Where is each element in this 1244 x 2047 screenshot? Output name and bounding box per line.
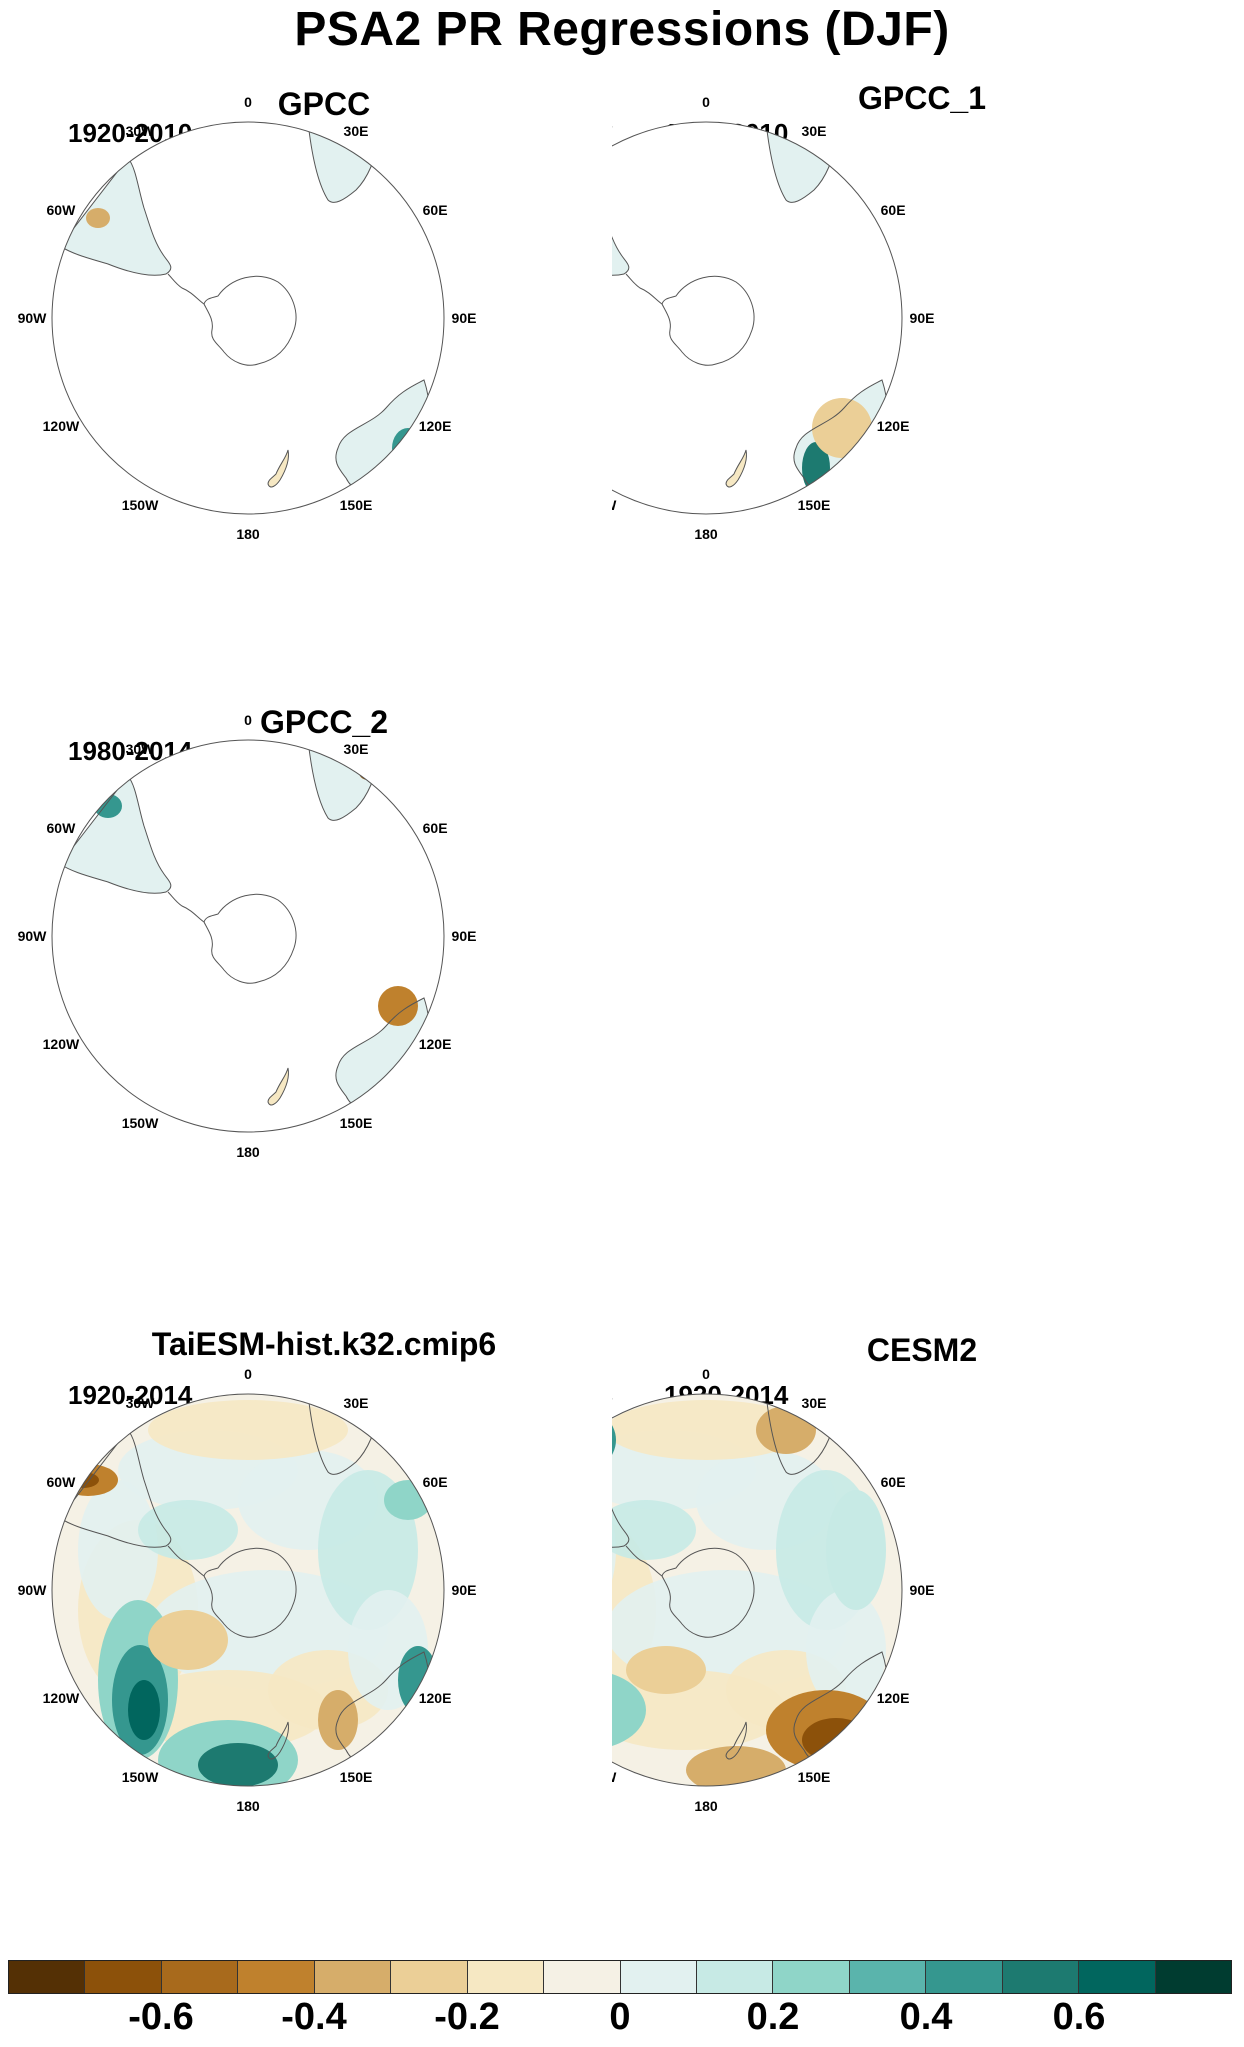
colorbar-swatch [391,1961,468,1993]
colorbar-swatch [620,1961,697,1993]
longitude-label-e120: 120E [419,1036,452,1052]
longitude-label-w60: 60W [47,820,77,836]
longitude-label-w30: 30W [126,123,156,139]
panel-title: GPCC_1 [857,80,987,116]
colorbar-swatch [1079,1961,1156,1993]
period-label: 1920-2014 [68,1380,193,1410]
panel-title: GPCC_2 [259,704,389,740]
colorbar-swatch [161,1961,239,1993]
longitude-label-e30: 30E [344,741,369,757]
longitude-label-e30: 30E [344,123,369,139]
longitude-label-w150: 150W [122,497,159,513]
polar-map: 0 30E 60E 90E 120E 150E 180 150W 120W 90W 60W 30W [18,94,477,542]
panel-title: CESM2 [866,1332,978,1368]
longitude-label-e90: 90E [910,310,935,326]
longitude-label-w150: 150W [612,497,617,513]
longitude-label-e60: 60E [423,1474,448,1490]
longitude-label-e150: 150E [798,497,831,513]
longitude-label-e120: 120E [877,418,910,434]
map-panel-taiesm: TaiESM-hist.k32.cmip6 1920-2014 0 30E 60E 9… [14,1322,634,1942]
colorbar-swatch [696,1961,774,1993]
longitude-label-e150: 150E [798,1769,831,1785]
colorbar-swatch [1002,1961,1080,1993]
longitude-label-e30: 30E [802,123,827,139]
longitude-label-e120: 120E [419,1690,452,1706]
longitude-label-w60: 60W [47,1474,77,1490]
longitude-label-e150: 150E [340,1769,373,1785]
colorbar-swatch [926,1961,1003,1993]
polar-map: 0 30E 60E 90E 120E 150E 180 150W 120W 90W 60W 30W [18,712,477,1160]
longitude-label-w150: 150W [122,1115,159,1131]
longitude-label-w150: 150W [612,1769,617,1785]
longitude-label-e120: 120E [877,1690,910,1706]
longitude-label-e30: 30E [802,1395,827,1411]
longitude-label-w90: 90W [18,928,48,944]
colorbar-tick-label: -0.4 [281,1996,347,2038]
colorbar-swatch [85,1961,162,1993]
panel-title: TaiESM-hist.k32.cmip6 [151,1326,497,1362]
longitude-label-e120: 120E [419,418,452,434]
longitude-label-top: 0 [244,94,252,110]
longitude-label-bottom: 180 [694,1798,718,1814]
longitude-label-w150: 150W [122,1769,159,1785]
longitude-label-bottom: 180 [236,1798,260,1814]
longitude-label-e60: 60E [881,1474,906,1490]
colorbar-swatch [314,1961,392,1993]
longitude-label-bottom: 180 [236,1144,260,1160]
longitude-label-w60: 60W [47,202,77,218]
longitude-label-e30: 30E [344,1395,369,1411]
map-panel-gpcc-1: GPCC_1 1920-2010 030E60E90E120E150E18015… [612,80,1232,706]
longitude-label-w90: 90W [18,1582,48,1598]
longitude-label-e90: 90E [452,310,477,326]
longitude-label-top: 0 [244,712,252,728]
panel-title: GPCC [277,86,371,122]
colorbar-swatch [238,1961,315,1993]
polar-map: 0 30E 60E 90E 120E 150E 180 150W 120W 90W 60W 30W [18,1366,477,1814]
longitude-label-e60: 60E [423,202,448,218]
colorbar-tick-label: 0 [609,1996,631,2038]
map-panel-gpcc: GPCC 1920-2010 0 30E 60E 90E 120E 150E 180 150W… [14,86,634,706]
colorbar-swatch [773,1961,850,1993]
longitude-label-e150: 150E [340,1115,373,1131]
longitude-label-w30: 30W [126,741,156,757]
longitude-label-w30: 30W [612,1395,613,1411]
colorbar-tick-label: 0.2 [746,1996,800,2038]
longitude-label-w120: 120W [43,418,80,434]
longitude-label-top: 0 [702,1366,710,1382]
colorbar [8,1960,1232,1994]
colorbar-swatch [1155,1961,1231,1993]
longitude-label-e60: 60E [423,820,448,836]
figure-title: PSA2 PR Regressions (DJF) [294,3,950,56]
longitude-label-bottom: 180 [236,526,260,542]
map-panel-gpcc-2: GPCC_2 1980-2014 0 30E 60E 90E 120E 150E 180 15… [14,704,634,1324]
longitude-label-e150: 150E [340,497,373,513]
longitude-label-w90: 90W [18,310,48,326]
longitude-label-e90: 90E [910,1582,935,1598]
colorbar-swatch [849,1961,927,1993]
longitude-label-top: 0 [702,94,710,110]
longitude-label-w120: 120W [43,1036,80,1052]
longitude-label-e90: 90E [452,1582,477,1598]
longitude-label-top: 0 [244,1366,252,1382]
longitude-label-w120: 120W [43,1690,80,1706]
longitude-label-w30: 30W [612,123,613,139]
colorbar-swatch [9,1961,86,1993]
longitude-label-e60: 60E [881,202,906,218]
longitude-label-w30: 30W [126,1395,156,1411]
longitude-label-e90: 90E [452,928,477,944]
colorbar-tick-label: -0.6 [128,1996,194,2038]
map-panel-cesm2: CESM2 1920-2014 030E60E90E120E150E180150… [612,1322,1232,1942]
colorbar-swatch [467,1961,545,1993]
colorbar-swatch [544,1961,621,1993]
colorbar-tick-label: -0.2 [434,1996,500,2038]
colorbar-tick-label: 0.6 [1052,1996,1106,2038]
colorbar-tick-label: 0.4 [899,1996,953,2038]
longitude-label-bottom: 180 [694,526,718,542]
